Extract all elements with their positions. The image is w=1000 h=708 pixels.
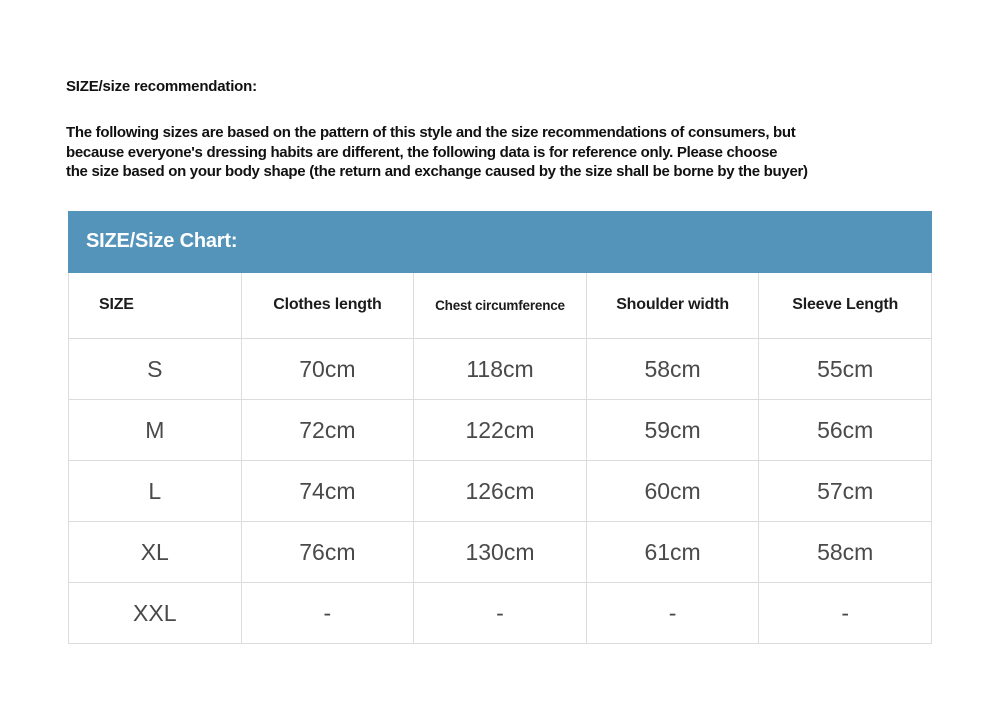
sleeve-length-cell: 57cm (758, 460, 932, 522)
sleeve-length-cell: 55cm (758, 338, 932, 400)
chest-circumference-cell: 122cm (413, 399, 587, 461)
column-header-chest-circumference: Chest circumference (413, 272, 587, 339)
size-cell: XL (68, 521, 242, 583)
column-header-sleeve-length: Sleeve Length (758, 272, 932, 339)
column-header-shoulder-width: Shoulder width (585, 272, 760, 339)
sleeve-length-cell: 58cm (758, 521, 932, 583)
chest-circumference-cell: 130cm (413, 521, 587, 583)
size-chart-table: SIZE Clothes length Chest circumference … (68, 272, 932, 644)
size-chart-title-bar: SIZE/Size Chart: (68, 210, 932, 273)
table-body: S 70cm 118cm 58cm 55cm M 72cm 122cm 59cm… (68, 338, 932, 644)
clothes-length-cell: 70cm (240, 338, 415, 400)
chest-circumference-cell: - (413, 582, 587, 644)
shoulder-width-cell: - (585, 582, 760, 644)
clothes-length-cell: 72cm (240, 399, 415, 461)
size-disclaimer-text: The following sizes are based on the pat… (66, 123, 934, 182)
disclaimer-line: the size based on your body shape (the r… (66, 163, 808, 180)
shoulder-width-cell: 61cm (585, 521, 760, 583)
clothes-length-cell: 74cm (240, 460, 415, 522)
column-header-clothes-length: Clothes length (240, 272, 415, 339)
size-cell: L (68, 460, 242, 522)
disclaimer-line: because everyone's dressing habits are d… (66, 143, 778, 161)
table-row-xxl: XXL - - - - (68, 582, 932, 644)
clothes-length-cell: - (240, 582, 415, 644)
size-cell: S (68, 338, 242, 400)
disclaimer-line: The following sizes are based on the pat… (66, 124, 796, 141)
table-row-m: M 72cm 122cm 59cm 56cm (68, 399, 932, 461)
shoulder-width-cell: 60cm (585, 460, 760, 522)
sleeve-length-cell: - (758, 582, 932, 644)
shoulder-width-cell: 59cm (585, 399, 760, 461)
table-row-l: L 74cm 126cm 60cm 57cm (68, 460, 932, 522)
table-row-xl: XL 76cm 130cm 61cm 58cm (68, 521, 932, 583)
table-row-s: S 70cm 118cm 58cm 55cm (68, 338, 932, 400)
chest-circumference-cell: 118cm (413, 338, 587, 400)
size-chart-title: SIZE/Size Chart: (86, 230, 238, 252)
size-cell: M (68, 399, 242, 461)
table-header: SIZE Clothes length Chest circumference … (68, 272, 932, 339)
shoulder-width-cell: 58cm (585, 338, 760, 400)
sleeve-length-cell: 56cm (758, 399, 932, 461)
size-recommendation-heading: SIZE/size recommendation: (66, 78, 257, 95)
column-header-size: SIZE (68, 272, 242, 339)
size-cell: XXL (68, 582, 242, 644)
chest-circumference-cell: 126cm (413, 460, 587, 522)
clothes-length-cell: 76cm (240, 521, 415, 583)
table-header-row: SIZE Clothes length Chest circumference … (68, 272, 932, 339)
